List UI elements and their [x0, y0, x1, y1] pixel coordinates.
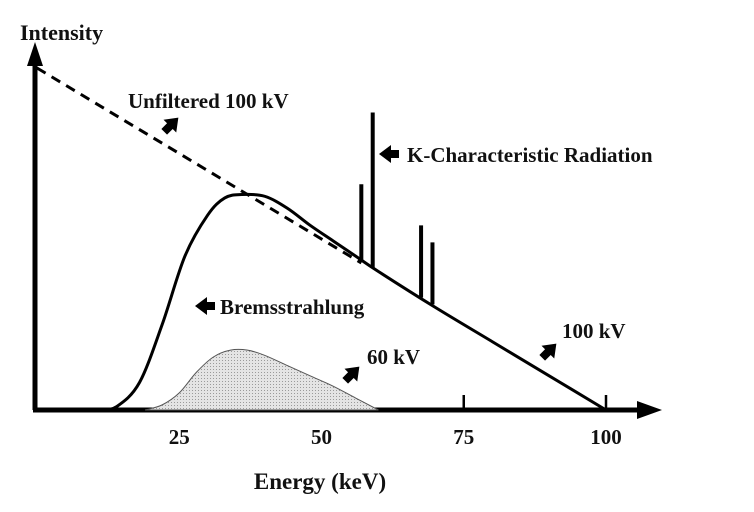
- arrow-down-left-icon: [539, 343, 557, 361]
- arrow-down-left-icon: [161, 117, 179, 135]
- x-tick-label: 25: [169, 425, 190, 449]
- series-60kv-area: [144, 348, 379, 411]
- arrow-down-left-icon: [342, 366, 360, 384]
- annotation-100kv: 100 kV: [562, 319, 626, 343]
- y-axis-label: Intensity: [20, 20, 103, 45]
- x-tick-label: 100: [590, 425, 622, 449]
- x-tick-label: 50: [311, 425, 332, 449]
- series-100kv-line: [99, 192, 607, 412]
- annotation-unfiltered: Unfiltered 100 kV: [128, 89, 289, 113]
- x-axis-arrow: [637, 401, 662, 419]
- annotation-bremsstrahlung: Bremsstrahlung: [220, 295, 365, 319]
- series-unfiltered-line: [36, 66, 363, 265]
- y-axis-arrow: [27, 42, 43, 66]
- annotation-60kv: 60 kV: [367, 345, 420, 369]
- x-axis-label: Energy (keV): [254, 469, 386, 494]
- arrow-left-icon: [195, 297, 215, 315]
- annotation-k-characteristic: K-Characteristic Radiation: [407, 143, 653, 167]
- arrow-left-icon: [379, 145, 399, 163]
- x-tick-label: 75: [453, 425, 474, 449]
